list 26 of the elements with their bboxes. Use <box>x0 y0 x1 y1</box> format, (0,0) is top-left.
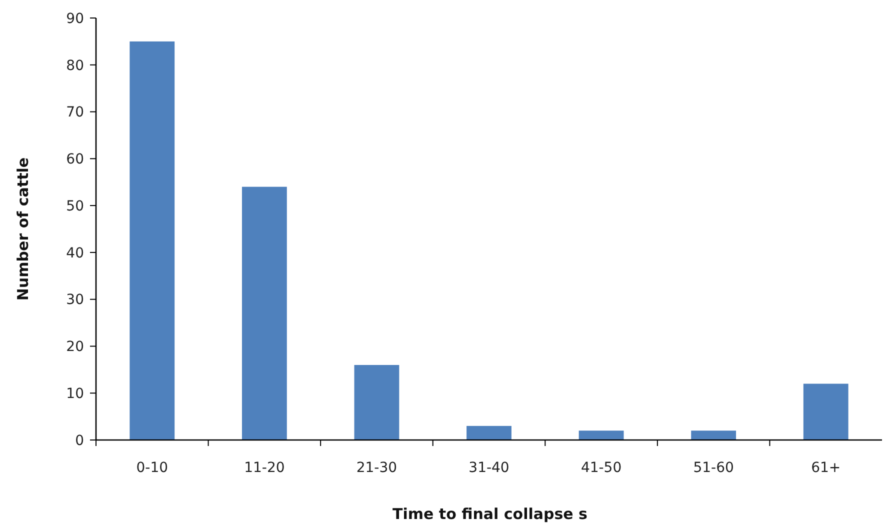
bar <box>578 430 624 440</box>
x-tick-label: 21-30 <box>356 460 398 476</box>
x-tick-label: 0-10 <box>136 460 168 476</box>
x-tick-label: 61+ <box>811 460 841 476</box>
y-tick-label: 20 <box>66 339 84 356</box>
x-axis-title: Time to final collapse s <box>392 505 588 523</box>
y-tick-label: 10 <box>66 386 84 402</box>
y-tick-label: 30 <box>66 292 84 308</box>
bar <box>691 430 736 440</box>
y-tick-label: 70 <box>66 104 84 121</box>
y-tick-label: 60 <box>66 152 84 168</box>
bar <box>242 186 287 440</box>
y-tick-label: 90 <box>66 10 84 27</box>
x-tick-label: 11-20 <box>244 460 285 476</box>
y-tick-label: 40 <box>66 245 84 262</box>
x-tick-label: 41-50 <box>580 460 622 476</box>
y-axis-title: Number of cattle <box>14 157 32 301</box>
bar <box>354 364 400 440</box>
x-tick-label: 31-40 <box>468 460 510 476</box>
bar <box>803 384 848 440</box>
y-tick-label: 80 <box>66 58 84 74</box>
y-tick-label: 0 <box>75 432 84 449</box>
bar <box>466 426 512 440</box>
bar <box>130 41 175 440</box>
x-tick-label: 51-60 <box>693 460 734 476</box>
y-tick-label: 50 <box>66 198 84 214</box>
